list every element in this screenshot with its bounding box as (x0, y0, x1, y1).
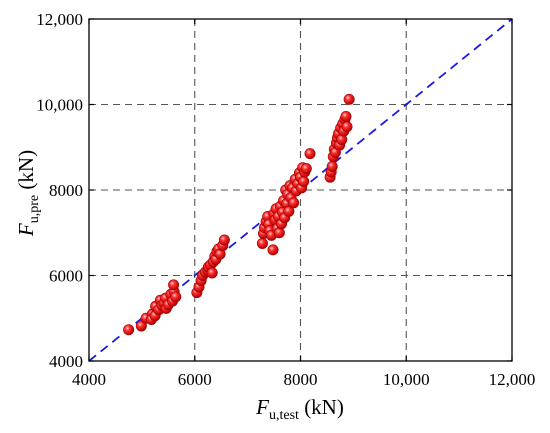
tick-marks (88, 18, 513, 362)
data-point-59 (283, 205, 295, 217)
x-axis-subscript: u,test (269, 408, 299, 423)
x-tick-label-3: 10,000 (383, 370, 430, 389)
data-point-44 (267, 244, 279, 256)
y-tick-label-1: 6000 (49, 267, 83, 286)
y-axis-unit: (kN) (14, 150, 38, 195)
data-point-17 (168, 279, 180, 291)
data-point-74 (304, 148, 316, 160)
x-axis-unit: (kN) (299, 395, 344, 419)
data-point-18 (170, 291, 182, 303)
data-point-73 (300, 163, 312, 175)
data-point-27 (206, 267, 218, 279)
data-point-77 (326, 160, 338, 172)
data-point-36 (256, 237, 268, 249)
data-point-50 (273, 227, 285, 239)
x-axis-symbol: F (255, 395, 269, 419)
x-tick-labels: 4000 6000 8000 10,000 12,000 (72, 370, 535, 389)
y-axis-subscript: u,pre (27, 195, 42, 223)
x-tick-label-2: 8000 (284, 370, 318, 389)
data-point-92 (343, 93, 355, 105)
x-tick-label-0: 4000 (72, 370, 106, 389)
data-point-71 (298, 175, 310, 187)
x-tick-label-1: 6000 (178, 370, 212, 389)
x-tick-label-4: 12,000 (489, 370, 536, 389)
y-tick-label-4: 12,000 (36, 10, 83, 29)
data-point-90 (340, 110, 352, 122)
data-points (123, 93, 355, 336)
y-tick-label-3: 10,000 (36, 96, 83, 115)
data-point-35 (218, 234, 230, 246)
y-tick-labels: 4000 6000 8000 10,000 12,000 (36, 10, 83, 371)
y-tick-label-0: 4000 (49, 352, 83, 371)
x-axis-title: Fu,test (kN) (255, 395, 344, 423)
y-tick-label-2: 8000 (49, 181, 83, 200)
data-point-0 (123, 324, 135, 336)
y-axis-symbol: F (14, 223, 38, 237)
data-point-91 (341, 121, 353, 133)
data-point-63 (288, 197, 300, 209)
y-axis-title: Fu,pre (kN) (14, 150, 42, 237)
